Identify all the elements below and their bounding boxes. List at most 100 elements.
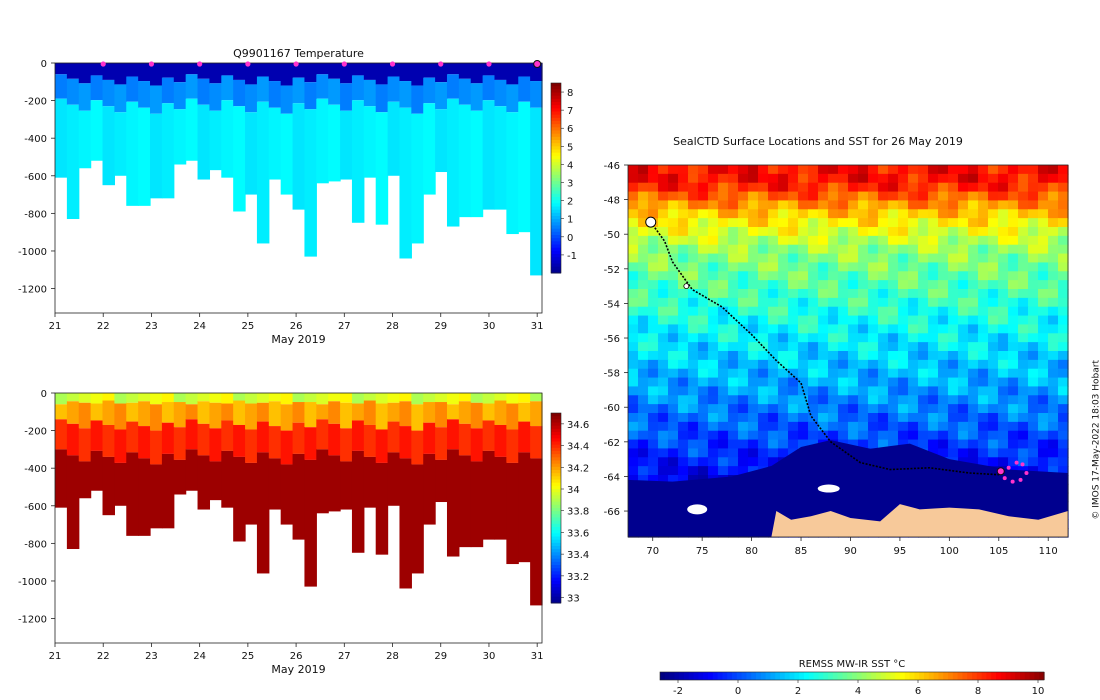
sst-cell	[1008, 297, 1019, 308]
sst-cell	[1058, 413, 1069, 423]
sst-cell	[948, 227, 959, 237]
sst-cell	[1048, 457, 1059, 467]
sst-cell	[1038, 271, 1049, 281]
profile-cell	[280, 63, 294, 86]
profile-cell	[470, 461, 484, 548]
sst-cell	[848, 289, 859, 299]
sst-cell	[818, 359, 829, 370]
sst-cell	[698, 271, 709, 281]
sst-cell	[738, 359, 749, 370]
profile-cell	[494, 79, 507, 107]
sst-cell	[728, 430, 739, 441]
sst-cell	[718, 359, 729, 370]
x-tick-label: 23	[145, 321, 158, 332]
sst-cell	[698, 439, 709, 450]
sst-colorbar-segment	[684, 672, 690, 680]
sst-cell	[808, 289, 819, 299]
sst-cell	[728, 404, 739, 414]
sst-cell	[988, 333, 999, 343]
sst-cell	[798, 200, 809, 210]
profile-cell	[173, 82, 187, 110]
profile-cell	[328, 393, 341, 402]
colorbar-segment	[551, 508, 561, 512]
position-marker	[1006, 465, 1011, 470]
sst-cell	[648, 235, 659, 246]
sst-cell	[758, 271, 769, 281]
sst-cell	[628, 386, 639, 396]
sst-colorbar-segment	[722, 672, 728, 680]
position-marker	[1018, 477, 1023, 482]
sst-cell	[838, 368, 849, 379]
sst-cell	[738, 182, 749, 193]
profile-cell	[411, 85, 424, 114]
sst-cell	[908, 324, 919, 334]
sst-cell	[818, 395, 829, 405]
sst-cell	[638, 466, 649, 476]
profile-cell	[268, 107, 282, 180]
sst-cell	[1008, 218, 1019, 228]
sst-cell	[698, 448, 709, 458]
sst-cell	[738, 280, 749, 290]
sst-cell	[638, 315, 649, 326]
sst-colorbar-segment	[837, 672, 843, 680]
sst-cell	[1008, 404, 1019, 414]
sst-cell	[758, 368, 769, 379]
sst-cell	[648, 244, 659, 255]
sst-colorbar-segment	[914, 672, 920, 680]
sst-cell	[628, 351, 639, 361]
sst-cell	[1018, 386, 1029, 396]
sst-cell	[1048, 315, 1059, 326]
sst-cell	[1038, 351, 1049, 361]
sst-cell	[798, 333, 809, 343]
sst-cell	[848, 306, 859, 317]
sst-cell	[948, 253, 959, 264]
sst-cell	[638, 404, 649, 414]
profile-cell	[221, 63, 234, 76]
x-tick-label: 22	[97, 651, 110, 662]
sst-cell	[968, 377, 979, 388]
sst-cell	[918, 173, 929, 184]
sst-cell	[708, 262, 719, 272]
sst-cell	[958, 297, 969, 308]
sst-cell	[628, 218, 639, 228]
sst-colorbar-tick-label: 0	[735, 686, 741, 697]
sst-cell	[1018, 165, 1029, 175]
sst-cell	[1058, 457, 1069, 467]
sst-cell	[778, 404, 789, 414]
sst-cell	[938, 342, 949, 352]
sst-cell	[948, 315, 959, 326]
sst-cell	[648, 395, 659, 405]
sst-cell	[1008, 173, 1019, 184]
sst-cell	[628, 324, 639, 334]
sst-cell	[778, 351, 789, 361]
sst-cell	[1058, 271, 1069, 281]
sst-cell	[728, 413, 739, 423]
profile-cell	[530, 401, 543, 427]
sst-cell	[878, 430, 889, 441]
profile-cell	[221, 450, 234, 508]
sst-cell	[1018, 421, 1029, 432]
colorbar-segment	[551, 105, 561, 109]
sst-cell	[698, 262, 709, 272]
sst-cell	[978, 359, 989, 370]
sst-cell	[808, 377, 819, 388]
colorbar-segment	[551, 269, 561, 274]
sst-cell	[1028, 227, 1039, 237]
sst-cell	[1008, 306, 1019, 317]
sst-colorbar-segment	[712, 672, 719, 680]
sst-cell	[748, 209, 759, 219]
position-marker	[1024, 470, 1029, 475]
profile-cell	[245, 112, 258, 195]
position-marker	[1010, 479, 1015, 484]
map-y-tick-label: -58	[604, 369, 620, 380]
sst-cell	[948, 235, 959, 246]
sst-cell	[658, 333, 669, 343]
sst-cell	[798, 218, 809, 228]
sst-cell	[638, 200, 649, 210]
sst-cell	[718, 351, 729, 361]
sst-cell	[758, 289, 769, 299]
sst-cell	[748, 421, 759, 432]
profile-cell	[304, 402, 317, 428]
sst-cell	[918, 297, 929, 308]
sst-cell	[898, 173, 909, 184]
